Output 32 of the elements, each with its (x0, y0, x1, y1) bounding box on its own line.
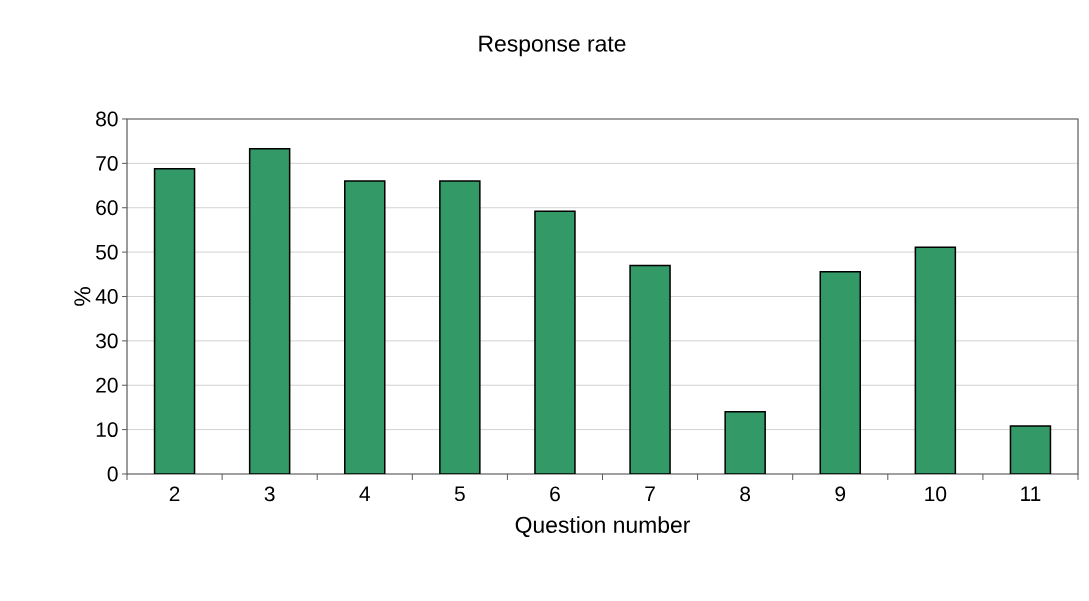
x-tick-label: 5 (454, 486, 465, 502)
y-tick-label: 0 (107, 466, 118, 482)
x-tick-label: 9 (835, 486, 846, 502)
bar (819, 270, 862, 474)
y-tick-label: 70 (96, 155, 118, 171)
x-tick-label: 3 (264, 486, 275, 502)
y-tick-label: 20 (96, 377, 118, 393)
y-tick-label: 80 (96, 111, 118, 127)
bar (344, 180, 386, 474)
y-tick-label: 30 (96, 333, 118, 349)
x-tick-label: 8 (740, 486, 751, 502)
bar (1009, 425, 1052, 474)
x-axis-title: Question number (515, 516, 690, 538)
bar (914, 246, 957, 474)
bar (629, 264, 671, 474)
x-tick-label: 6 (550, 486, 560, 502)
y-tick-label: 10 (96, 422, 118, 438)
bar (153, 167, 196, 474)
y-tick-label: 40 (95, 289, 118, 304)
bar (724, 411, 766, 474)
bar (534, 210, 576, 474)
bar (248, 147, 291, 474)
x-tick-label: 2 (169, 486, 180, 502)
x-tick-label: 7 (645, 486, 655, 501)
y-tick-label: 60 (96, 200, 118, 216)
y-tick-label: 50 (96, 244, 118, 260)
bar (439, 180, 481, 474)
chart-title: Response rate (479, 35, 626, 57)
y-axis-title: % (74, 287, 91, 306)
x-tick-label: 11 (1021, 486, 1041, 501)
x-tick-label: 10 (925, 486, 947, 502)
x-tick-label: 4 (359, 486, 370, 501)
